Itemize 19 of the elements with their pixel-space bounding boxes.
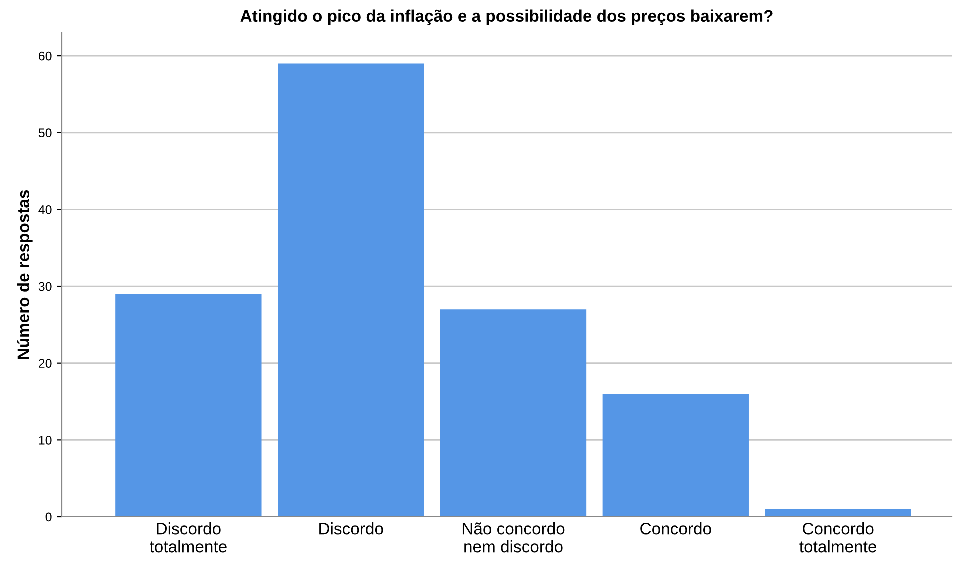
y-tick-label: 10 xyxy=(39,436,52,445)
bar xyxy=(440,310,587,517)
x-tick-label: Discordo xyxy=(320,522,384,535)
x-tick-label: Não concordo nem discordo xyxy=(462,522,565,553)
y-tick-label: 40 xyxy=(38,206,52,214)
bar xyxy=(602,394,749,517)
bar xyxy=(278,64,424,517)
x-tick-label: Concordo xyxy=(640,522,712,535)
y-tick-label: 20 xyxy=(39,359,52,368)
chart-title: Atingido o pico da inflação e a possibilidade dos preços baixarem? xyxy=(240,10,773,26)
y-tick-label: 60 xyxy=(39,52,52,61)
bar xyxy=(765,509,912,517)
y-tick-label: 50 xyxy=(38,128,52,138)
x-tick-label: Concordo totalmente xyxy=(800,522,876,553)
y-axis-title: Número de respostas xyxy=(17,190,33,360)
bar xyxy=(116,294,262,517)
y-tick-label: 30 xyxy=(38,282,52,292)
y-tick-label: 0 xyxy=(46,512,52,522)
x-tick-label: Discordo totalmente xyxy=(150,522,227,553)
